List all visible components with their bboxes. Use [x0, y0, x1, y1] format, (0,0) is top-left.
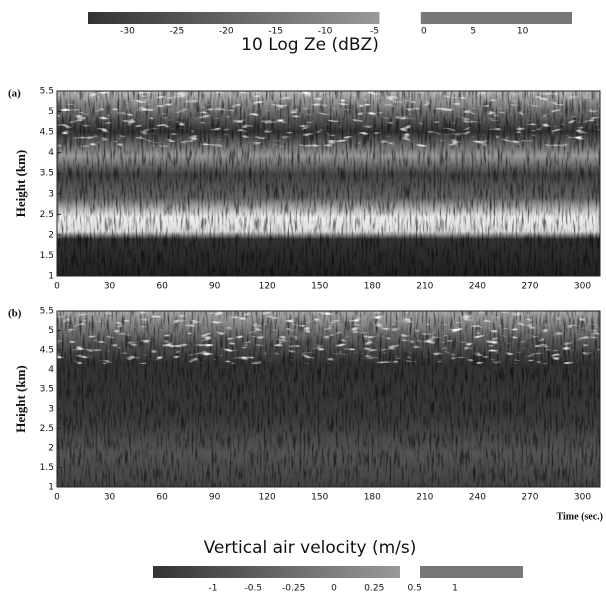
colorbar-tick-label: -30: [120, 27, 135, 37]
colorbar-tick-label: 0.25: [364, 584, 384, 593]
colorbar: [153, 566, 400, 578]
heatmap-speckle: [57, 91, 600, 147]
x-tick-label: 180: [364, 493, 381, 503]
heatmap-speckle: [57, 311, 600, 364]
y-tick-label: 2.5: [40, 210, 54, 220]
x-tick-label: 180: [364, 282, 381, 292]
y-tick-label: 1: [48, 483, 54, 493]
x-tick-label: 0: [54, 282, 60, 292]
colorbar-title: Vertical air velocity (m/s): [204, 538, 417, 558]
x-tick-label: 60: [156, 282, 168, 292]
colorbar-tick-label: -1: [209, 584, 218, 593]
y-tick-label: 4.5: [40, 346, 54, 356]
y-tick-label: 4.5: [40, 128, 54, 138]
y-tick-label: 5: [48, 326, 54, 336]
x-tick-label: 60: [156, 493, 168, 503]
y-tick-label: 5.5: [40, 87, 54, 97]
y-axis-label: Height (km): [13, 365, 28, 433]
y-tick-label: 2: [48, 443, 54, 453]
colorbar-tick-label: 10: [517, 27, 529, 37]
panel-label: (b): [8, 308, 22, 320]
y-tick-label: 1.5: [40, 463, 54, 473]
x-tick-label: 90: [209, 493, 221, 503]
colorbar-tick-label: 1: [452, 584, 458, 593]
x-tick-label: 300: [574, 282, 591, 292]
colorbar-tick-label: 0: [421, 27, 427, 37]
x-tick-label: 300: [574, 493, 591, 503]
x-tick-label: 150: [311, 493, 328, 503]
colorbar-title: 10 Log Ze (dBZ): [241, 35, 379, 55]
colorbar: [420, 566, 523, 578]
colorbar-tick-label: -25: [170, 27, 185, 37]
x-tick-label: 240: [469, 493, 486, 503]
x-tick-label: 120: [259, 282, 276, 292]
y-tick-label: 2: [48, 230, 54, 240]
x-tick-label: 90: [209, 282, 221, 292]
y-tick-label: 1.5: [40, 251, 54, 261]
x-axis-label: Time (sec.): [557, 511, 603, 522]
colorbar: [88, 12, 380, 24]
x-tick-label: 210: [416, 493, 433, 503]
x-tick-label: 240: [469, 282, 486, 292]
colorbar-tick-label: -10: [318, 27, 333, 37]
plot-frame: [56, 310, 601, 488]
y-tick-label: 3.5: [40, 385, 54, 395]
panel-label: (a): [8, 88, 21, 100]
y-tick-label: 4: [48, 365, 54, 375]
colorbar: [420, 12, 572, 24]
y-tick-label: 1: [48, 272, 54, 282]
colorbar-tick-label: 0.5: [408, 584, 422, 593]
y-tick-label: 4: [48, 148, 54, 158]
colorbar-tick-label: -15: [268, 27, 283, 37]
x-tick-label: 150: [311, 282, 328, 292]
y-tick-label: 5.5: [40, 307, 54, 317]
y-axis-label: Height (km): [13, 150, 28, 218]
y-tick-label: 2.5: [40, 424, 54, 434]
x-tick-label: 210: [416, 282, 433, 292]
colorbar-tick-label: 5: [470, 27, 476, 37]
x-tick-label: 120: [259, 493, 276, 503]
x-tick-label: 0: [54, 493, 60, 503]
y-tick-label: 3: [48, 189, 54, 199]
y-tick-label: 3.5: [40, 169, 54, 179]
x-tick-label: 30: [104, 282, 116, 292]
x-tick-label: 270: [521, 282, 538, 292]
colorbar-tick-label: 0: [331, 584, 337, 593]
colorbar-tick-label: -0.5: [245, 584, 263, 593]
colorbar-tick-label: -20: [219, 27, 234, 37]
y-tick-label: 3: [48, 404, 54, 414]
colorbar-tick-label: -5: [370, 27, 379, 37]
x-tick-label: 270: [521, 493, 538, 503]
x-tick-label: 30: [104, 493, 116, 503]
colorbar-tick-label: -0.25: [282, 584, 305, 593]
plot-frame: [56, 90, 601, 277]
y-tick-label: 5: [48, 107, 54, 117]
